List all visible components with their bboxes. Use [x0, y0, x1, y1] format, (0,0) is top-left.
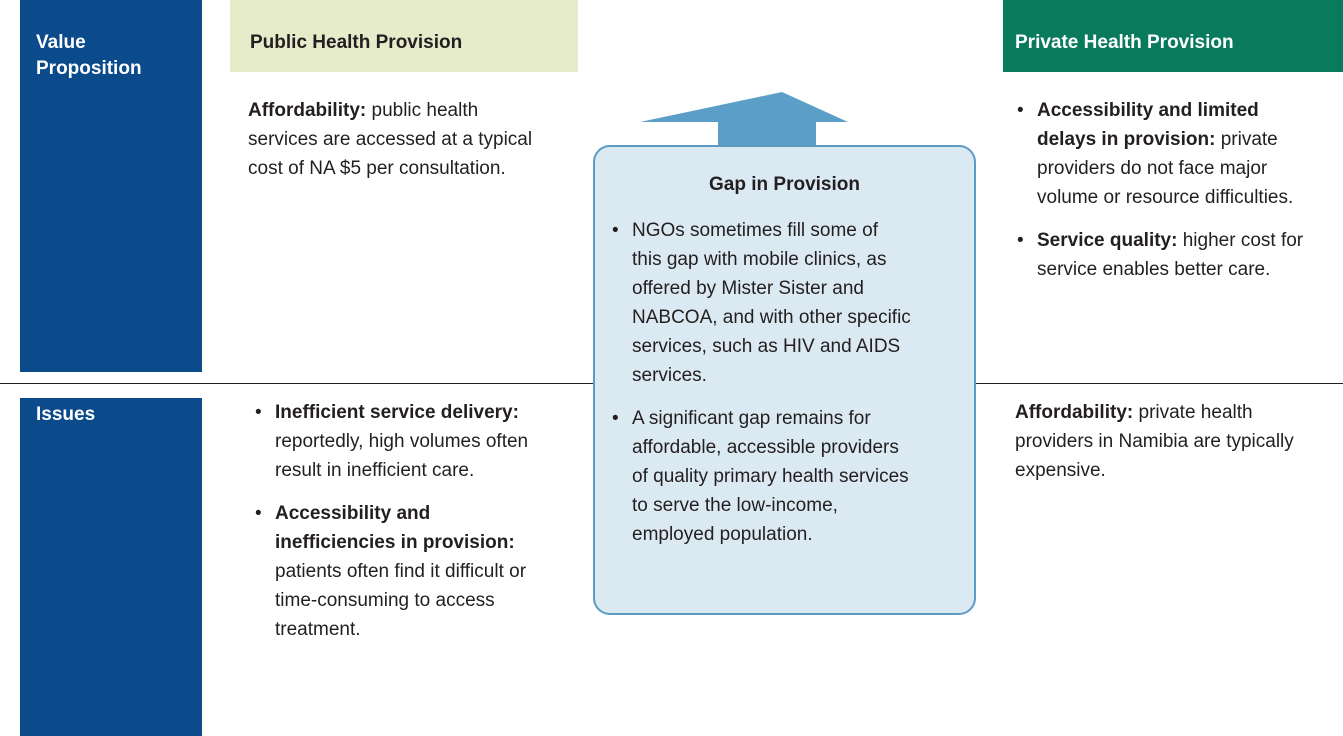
- bullet: Inefficient service delivery: reportedly…: [255, 398, 555, 485]
- text: higher cost for service enables better c…: [1037, 230, 1304, 280]
- bullet: Service quality: higher cost for service…: [1017, 226, 1317, 284]
- list: Inefficient service delivery: reportedly…: [255, 398, 555, 658]
- text: reportedly, high volumes often result in…: [275, 431, 529, 481]
- text-block: Affordability: public health services ar…: [248, 96, 538, 183]
- bullet: NGOs sometimes fill some of this gap wit…: [612, 216, 912, 390]
- bullet: Accessibility and inefficiencies in prov…: [255, 499, 555, 644]
- up-arrow: [640, 92, 848, 150]
- text: private health providers in Namibia are …: [1015, 402, 1294, 481]
- bullet: Accessibility and limited delays in prov…: [1017, 96, 1317, 212]
- list: Accessibility and limited delays in prov…: [1017, 96, 1317, 298]
- column-header: Public Health Provision: [230, 0, 578, 72]
- bullet: A significant gap remains for affordable…: [612, 404, 912, 549]
- bold-text: Accessibility and limited delays in prov…: [1037, 100, 1259, 150]
- bold-text: Service quality:: [1037, 230, 1178, 251]
- bold-text: Inefficient service delivery:: [275, 402, 519, 423]
- column-header: Private Health Provision: [1003, 0, 1343, 72]
- text: patients often find it difficult or time…: [275, 561, 527, 640]
- bold-text: Accessibility and inefficiencies in prov…: [275, 503, 515, 553]
- text: A significant gap remains for affordable…: [632, 408, 909, 545]
- text: public health services are accessed at a…: [248, 100, 533, 179]
- list: NGOs sometimes fill some of this gap wit…: [612, 216, 912, 563]
- row-label: Value Proposition: [20, 0, 202, 372]
- row-label: Issues: [20, 398, 202, 736]
- bold-text: Affordability:: [1015, 402, 1134, 423]
- bold-text: Affordability:: [248, 100, 367, 121]
- text-block: Affordability: private health providers …: [1015, 398, 1325, 485]
- text: private providers do not face major volu…: [1037, 129, 1294, 208]
- text: NGOs sometimes fill some of this gap wit…: [632, 220, 911, 386]
- gap-title: Gap in Provision: [709, 174, 860, 195]
